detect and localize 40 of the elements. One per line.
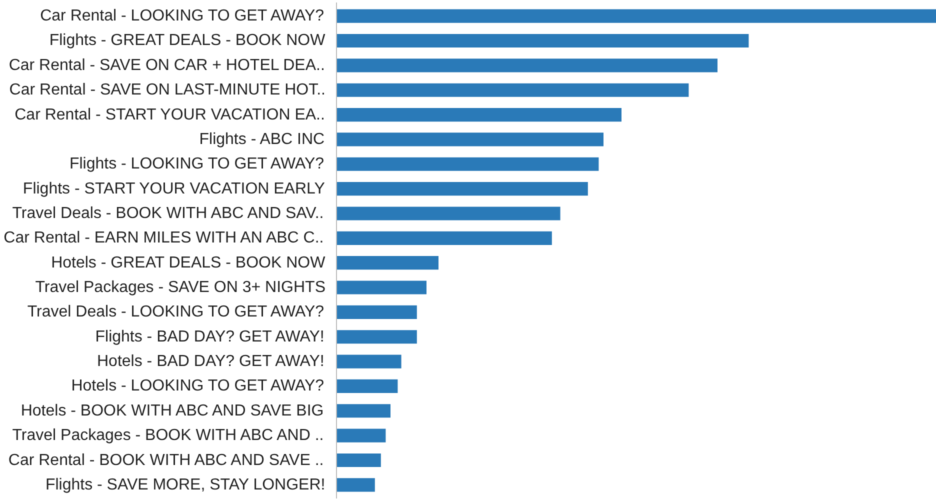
y-tick-label: Hotels - BOOK WITH ABC AND SAVE BIG (20, 402, 324, 420)
y-tick-label: Car Rental - LOOKING TO GET AWAY? (40, 8, 324, 25)
y-tick-label: Flights - ABC INC (199, 130, 325, 148)
bar (336, 34, 749, 48)
y-tick-label: Flights - SAVE MORE, STAY LONGER! (45, 476, 326, 494)
y-tick-label: Car Rental - BOOK WITH ABC AND SAVE .. (8, 452, 324, 469)
bar (336, 280, 426, 294)
y-tick-label: Flights - START YOUR VACATION EARLY (22, 180, 326, 198)
y-tick-label: Car Rental - START YOUR VACATION EA.. (14, 106, 325, 124)
y-tick-label: Travel Deals - BOOK WITH ABC AND SAV.. (12, 204, 324, 222)
y-tick-label: Travel Packages - SAVE ON 3+ NIGHTS (35, 279, 326, 296)
y-tick-label: Car Rental - SAVE ON CAR + HOTEL DEA.. (8, 56, 325, 74)
bar (336, 9, 936, 23)
y-tick-label: Travel Packages - BOOK WITH ABC AND .. (12, 427, 324, 444)
y-tick-label: Hotels - GREAT DEALS - BOOK NOW (51, 254, 326, 272)
y-tick-label: Car Rental - SAVE ON LAST-MINUTE HOT.. (9, 82, 326, 99)
bar (336, 182, 588, 196)
y-tick-label: Travel Deals - LOOKING TO GET AWAY? (27, 304, 324, 321)
bar (336, 132, 604, 146)
bar (336, 108, 622, 122)
bar (336, 379, 398, 394)
bar (336, 330, 417, 344)
bar (336, 305, 417, 319)
bar (336, 231, 552, 245)
bar (336, 428, 386, 442)
y-tick-label: Car Rental - EARN MILES WITH AN ABC C.. (4, 230, 324, 247)
bar (336, 206, 560, 220)
bar (336, 354, 402, 368)
y-tick-label: Hotels - LOOKING TO GET AWAY? (71, 378, 324, 395)
y-tick-label: Flights - LOOKING TO GET AWAY? (69, 156, 324, 173)
bar (336, 157, 599, 171)
bar (336, 58, 718, 72)
y-tick-label: Flights - BAD DAY? GET AWAY! (95, 328, 324, 346)
bar (336, 453, 381, 468)
bar (336, 478, 375, 492)
bar (336, 256, 438, 270)
y-tick-label: Flights - GREAT DEALS - BOOK NOW (49, 32, 326, 50)
y-tick-label: Hotels - BAD DAY? GET AWAY! (97, 353, 324, 370)
bar (336, 404, 390, 418)
bar (336, 83, 689, 97)
